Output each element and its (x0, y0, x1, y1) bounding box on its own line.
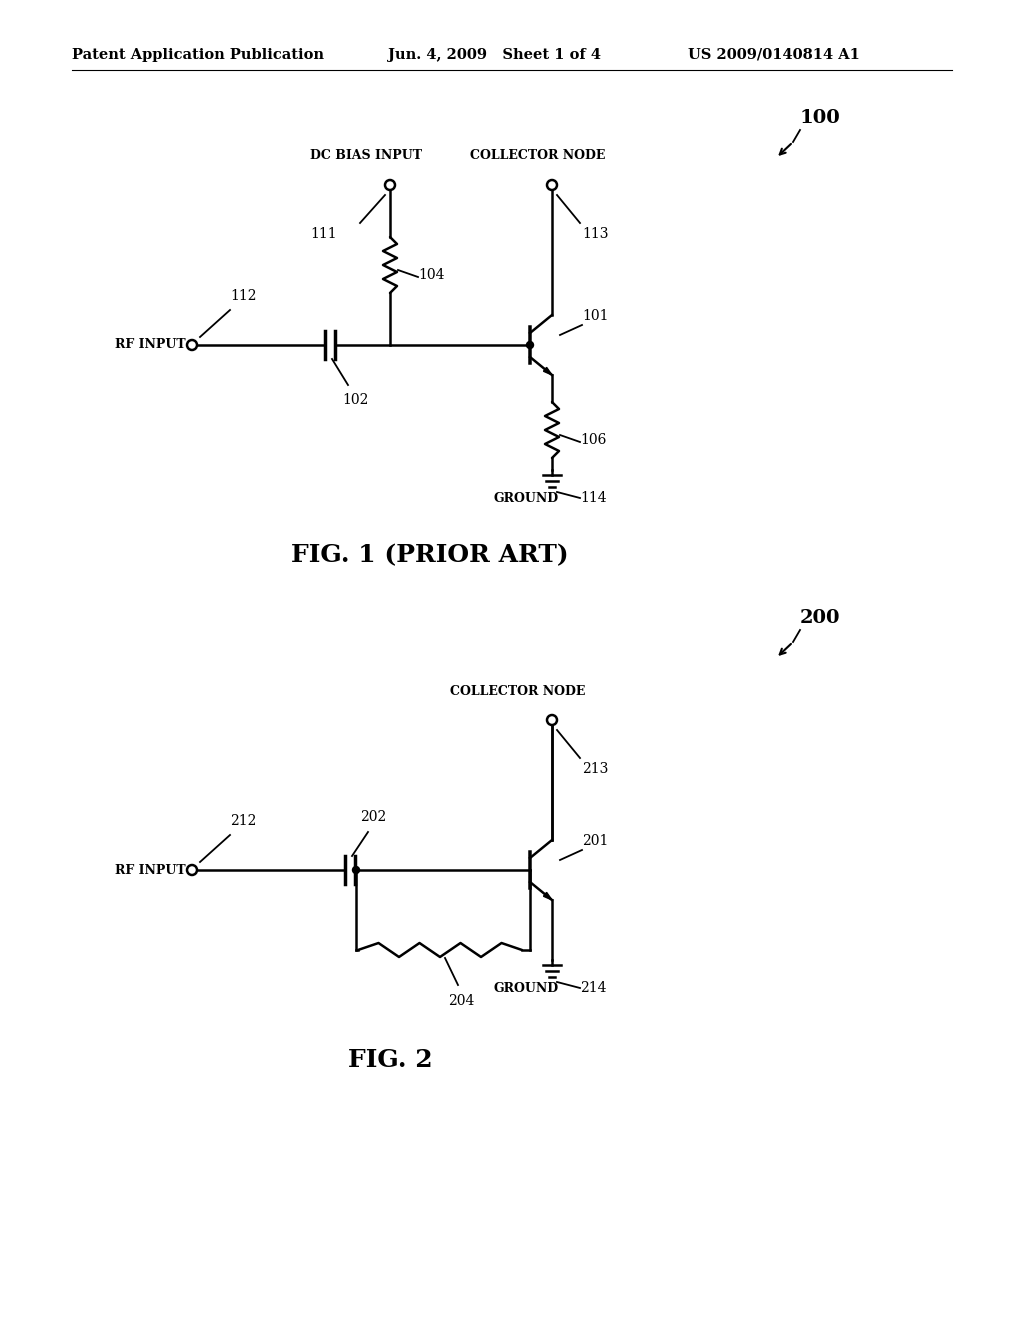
Text: Patent Application Publication: Patent Application Publication (72, 48, 324, 62)
Text: 213: 213 (582, 762, 608, 776)
Circle shape (352, 866, 359, 874)
Text: 212: 212 (230, 814, 256, 828)
Text: 106: 106 (580, 433, 606, 447)
Text: 114: 114 (580, 491, 606, 506)
Text: 113: 113 (582, 227, 608, 242)
Polygon shape (544, 367, 552, 375)
Text: FIG. 2: FIG. 2 (348, 1048, 432, 1072)
Text: 102: 102 (342, 393, 369, 407)
Text: RF INPUT: RF INPUT (115, 338, 185, 351)
Text: 112: 112 (230, 289, 256, 304)
Text: 200: 200 (800, 609, 841, 627)
Text: 202: 202 (360, 810, 386, 824)
Text: COLLECTOR NODE: COLLECTOR NODE (450, 685, 586, 698)
Text: 101: 101 (582, 309, 608, 323)
Text: 204: 204 (449, 994, 474, 1008)
Polygon shape (544, 892, 552, 900)
Text: RF INPUT: RF INPUT (115, 863, 185, 876)
Text: 214: 214 (580, 981, 606, 995)
Text: COLLECTOR NODE: COLLECTOR NODE (470, 149, 605, 162)
Text: Jun. 4, 2009   Sheet 1 of 4: Jun. 4, 2009 Sheet 1 of 4 (388, 48, 601, 62)
Circle shape (526, 342, 534, 348)
Text: FIG. 1 (PRIOR ART): FIG. 1 (PRIOR ART) (291, 543, 568, 568)
Text: 104: 104 (418, 268, 444, 282)
Text: 111: 111 (310, 227, 337, 242)
Text: GROUND: GROUND (494, 491, 559, 504)
Text: 100: 100 (800, 110, 841, 127)
Text: GROUND: GROUND (494, 982, 559, 994)
Text: US 2009/0140814 A1: US 2009/0140814 A1 (688, 48, 860, 62)
Text: 201: 201 (582, 834, 608, 847)
Text: DC BIAS INPUT: DC BIAS INPUT (310, 149, 422, 162)
